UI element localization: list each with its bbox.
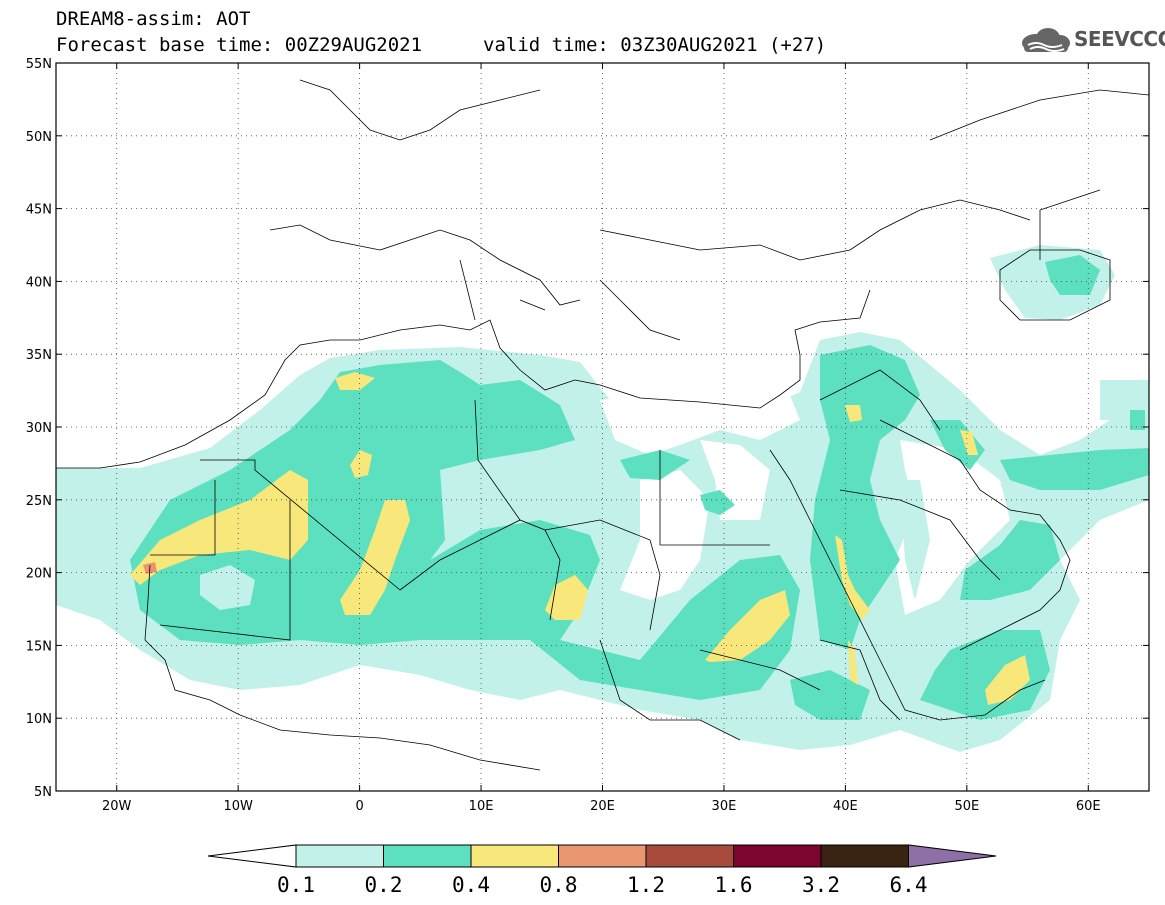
lat-label: 5N (34, 785, 52, 800)
axis-labels: 55N 50N 45N 40N 35N 30N 25N 20N 15N 10N 5N 20W 10W 0 1… (26, 57, 1101, 814)
legend-label: 1.6 (715, 873, 753, 897)
lon-label: 10E (469, 799, 494, 814)
color-legend: 0.1 0.2 0.4 0.8 1.2 1.6 3.2 6.4 (207, 844, 997, 897)
lon-label: 10W (223, 799, 253, 814)
lat-label: 45N (26, 203, 52, 218)
lat-label: 40N (26, 275, 52, 290)
lat-label: 25N (26, 494, 52, 509)
logo-text: SEEVCCC (1074, 27, 1165, 51)
lat-label: 55N (26, 57, 52, 72)
lon-label: 20E (590, 799, 615, 814)
lat-label: 15N (26, 639, 52, 654)
legend-label: 6.4 (890, 873, 928, 897)
lon-label: 0 (355, 799, 363, 814)
lon-label: 50E (954, 799, 979, 814)
lat-label: 50N (26, 130, 52, 145)
legend-label: 1.2 (627, 873, 665, 897)
axis-ticks (56, 62, 1149, 792)
legend-label: 0.2 (365, 873, 403, 897)
legend-swatch-under (207, 844, 297, 868)
lat-label: 30N (26, 421, 52, 436)
lon-label: 40E (833, 799, 858, 814)
legend-swatch (820, 844, 909, 868)
lat-label: 10N (26, 712, 52, 727)
lon-label: 60E (1076, 799, 1101, 814)
legend-swatch (383, 844, 472, 868)
lat-label: 35N (26, 348, 52, 363)
aot-fields (56, 245, 1149, 752)
grid-lines (56, 63, 1149, 791)
aot-band-0.2 (130, 255, 1149, 720)
valid-time: valid time: 03Z30AUG2021 (+27) (483, 34, 827, 56)
legend-label: 0.4 (452, 873, 490, 897)
legend-swatch (645, 844, 734, 868)
legend-swatch (295, 844, 384, 868)
legend-swatch-over (908, 844, 997, 868)
legend-swatch (470, 844, 559, 868)
cloud-logo-icon (1022, 28, 1070, 52)
coastlines (56, 79, 1149, 771)
aot-inner-light (200, 480, 930, 610)
map-title: DREAM8-assim: AOT (56, 8, 251, 30)
forecast-base-time: Forecast base time: 00Z29AUG2021 (56, 34, 423, 56)
legend-label: 0.8 (540, 873, 578, 897)
lat-label: 20N (26, 567, 52, 582)
legend-label: 0.1 (277, 873, 315, 897)
aot-clear-areas (600, 395, 1010, 615)
legend-label: 3.2 (802, 873, 840, 897)
lon-label: 30E (712, 799, 737, 814)
legend-swatch (558, 844, 647, 868)
lon-label: 20W (102, 799, 132, 814)
legend-swatch (733, 844, 822, 868)
